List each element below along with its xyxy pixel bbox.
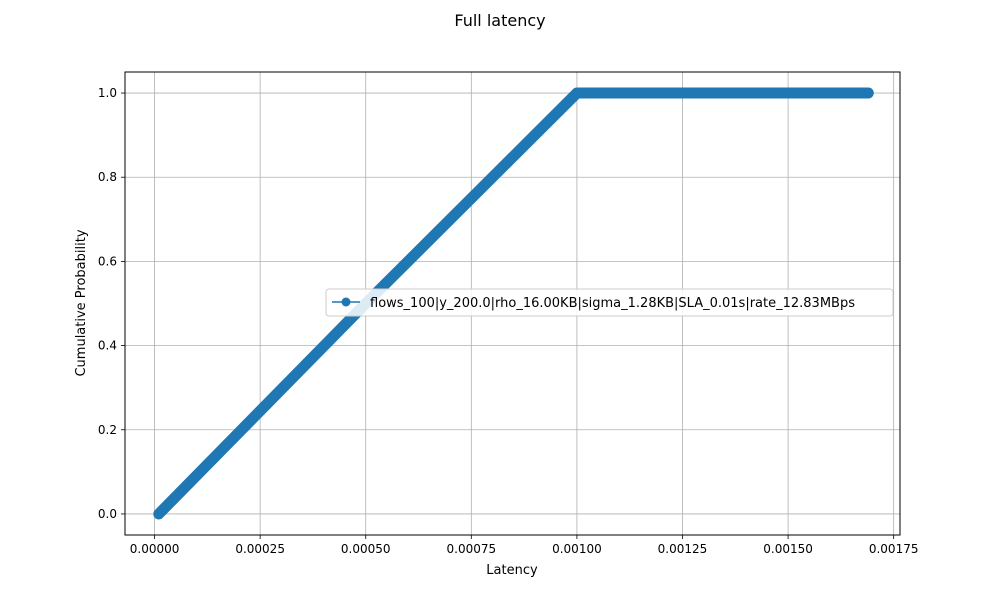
legend-box: [325, 288, 894, 317]
x-tick-label: 0.00100: [552, 542, 602, 556]
legend: flows_100|y_200.0|rho_16.00KB|sigma_1.28…: [325, 288, 894, 317]
legend-marker-swatch: [341, 297, 351, 307]
y-tick-label: 0.8: [98, 170, 117, 184]
data-point: [153, 508, 164, 519]
tick-layer: 0.00000 0.00025 0.00050 0.00075 0.00100 0.001…: [98, 86, 919, 556]
plot-frame: [124, 71, 901, 536]
x-tick-label: 0.00175: [869, 542, 919, 556]
data-point: [571, 88, 582, 99]
series-line: [153, 87, 874, 520]
y-tick-label: 0.4: [98, 339, 117, 353]
x-tick-label: 0.00050: [341, 542, 391, 556]
x-tick-label: 0.00150: [763, 542, 813, 556]
y-tick-label: 1.0: [98, 86, 117, 100]
x-axis-label: Latency: [486, 563, 538, 578]
x-tick-label: 0.00125: [658, 542, 708, 556]
y-axis-label: Cumulative Probability: [74, 229, 89, 376]
x-tick-label: 0.00075: [447, 542, 497, 556]
data-point: [863, 88, 874, 99]
legend-entry-label: flows_100|y_200.0|rho_16.00KB|sigma_1.28…: [370, 296, 855, 311]
y-tick-label: 0.6: [98, 254, 117, 268]
x-tick-label: 0.00025: [235, 542, 285, 556]
y-tick-label: 0.0: [98, 507, 117, 521]
x-tick-label: 0.00000: [130, 542, 180, 556]
y-tick-label: 0.2: [98, 423, 117, 437]
chart-title: Full latency: [454, 11, 545, 30]
